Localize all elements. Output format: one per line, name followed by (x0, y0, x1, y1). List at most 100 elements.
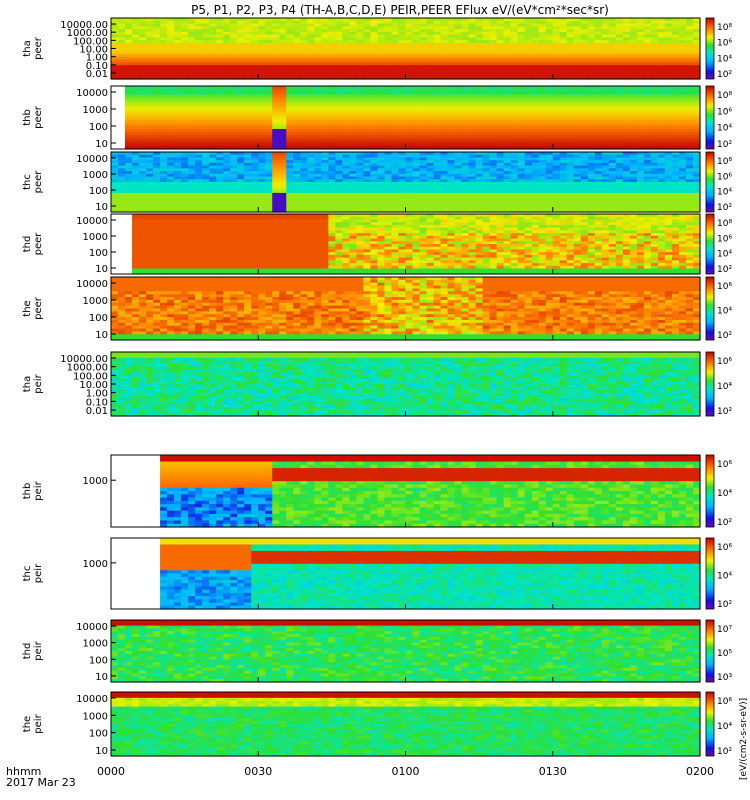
tha-peer-cell (433, 48, 442, 52)
thc-peer-cell (300, 195, 308, 199)
tha-peer-cell (125, 23, 133, 27)
thc-peer-cell (251, 173, 259, 178)
tha-peer-cell (251, 48, 259, 52)
thb-peer-cell (398, 88, 407, 93)
thb-peer-cell (531, 108, 540, 113)
tha-peer-cell (342, 76, 350, 80)
tha-peer-cell (132, 62, 140, 66)
tha-peer-cell (237, 70, 245, 75)
tha-peer-cell (601, 73, 610, 77)
thb-peer-cell (671, 128, 680, 133)
thb-peer-cell (237, 134, 245, 139)
thb-peer-cell (391, 88, 400, 93)
thb-peer-cell (300, 91, 308, 96)
tha-peer-cell (237, 62, 245, 66)
tha-peer-cell (286, 67, 294, 72)
thc-peer-cell (377, 171, 386, 175)
thc-peer-cell (230, 184, 238, 189)
thc-peer-cell (153, 192, 161, 197)
thb-peer-cell (223, 100, 231, 104)
thb-peer-cell (237, 120, 245, 124)
thb-peer-cell (636, 100, 645, 104)
tha-peer-cell (517, 23, 526, 27)
thc-peer-cell (300, 176, 308, 180)
tha-peer-cell (622, 73, 631, 77)
tha-peer-cell (496, 51, 505, 55)
thc-peer-cell (398, 198, 407, 202)
tha-peer-cell (300, 18, 308, 22)
tha-peer-cell (657, 20, 666, 25)
tha-peer-cell (146, 26, 154, 30)
thc-peer-cell (475, 154, 484, 159)
tha-peer-cell (237, 45, 245, 50)
tha-peer-cell (356, 45, 365, 50)
thb-peer-cell (587, 97, 596, 101)
tha-peer-cell (237, 73, 245, 77)
thb-peer-cell (517, 108, 526, 113)
thc-peer-cell (293, 206, 301, 210)
thb-peer-cell (440, 94, 449, 99)
tha-peer-cell (412, 40, 421, 44)
thc-peer-cell (111, 162, 119, 167)
tha-peer-cell (622, 70, 631, 75)
tha-peer-cell (300, 31, 308, 36)
thb-peer-cell (216, 103, 224, 107)
tha-peer-cell (272, 59, 280, 63)
tha-peer-cell (258, 67, 266, 72)
tha-peer-cell (608, 20, 617, 25)
thb-peer-cell (496, 143, 505, 147)
tha-peer-cell (461, 42, 470, 47)
thc-peer-cell (153, 168, 161, 172)
tha-peer-cell (335, 65, 343, 69)
thb-peer-cell (384, 88, 393, 93)
tha-peer-cell (265, 56, 273, 61)
thc-peer-cell (216, 179, 224, 183)
tha-peer-cell (377, 45, 386, 50)
tha-peer-cell (503, 37, 512, 41)
tha-peer-cell (146, 54, 154, 58)
thc-peer-cell (517, 176, 526, 180)
thc-peer-cell (419, 152, 428, 156)
tha-peer-cell (580, 67, 589, 72)
thc-peer-cell (398, 182, 407, 186)
thc-peer-cell (384, 179, 393, 183)
thb-peer-cell (321, 111, 329, 116)
thc-peer-cell (223, 187, 231, 191)
tha-peer-cell (475, 70, 484, 75)
thc-peer-cell (146, 165, 154, 169)
thc-peer-cell (510, 176, 519, 180)
tha-peer-cell (293, 34, 301, 39)
tha-peer-cell (643, 76, 652, 80)
thb-peer-cell (594, 97, 603, 101)
tha-peer-cell (391, 76, 400, 80)
thc-peer-cell (195, 154, 203, 159)
thb-peer-cell (636, 146, 645, 150)
tha-peer-cell (468, 20, 477, 25)
thb-peer-cell (258, 114, 266, 119)
tha-peer-cell (167, 29, 175, 33)
tha-peer-cell (629, 23, 638, 27)
thb-peer-cell (538, 128, 547, 133)
tha-peer-cell (622, 51, 631, 55)
tha-peer-cell (384, 59, 393, 63)
tha-peer-cell (692, 18, 701, 22)
tha-peer-cell (230, 76, 238, 80)
thc-peer-cell (265, 192, 273, 197)
thc-peer-cell (503, 154, 512, 159)
thb-peer-cell (503, 146, 512, 150)
thb-peer-cell (209, 91, 217, 96)
thb-peer-cell (349, 94, 358, 99)
thb-peer-cell (447, 88, 456, 93)
tha-peer-cell (657, 45, 666, 50)
thc-peer-cell (377, 192, 386, 197)
tha-peer-cell (391, 59, 400, 63)
tha-peer-cell (580, 56, 589, 61)
thb-peer-cell (307, 88, 315, 93)
thb-peer-cell (489, 128, 498, 133)
thb-peer-cell (342, 117, 350, 121)
tha-peer-cell (573, 54, 582, 58)
tha-peer-cell (272, 76, 280, 80)
tha-peer-cell (230, 37, 238, 41)
tha-peer-cell (111, 56, 119, 61)
tha-peer-cell (608, 48, 617, 52)
